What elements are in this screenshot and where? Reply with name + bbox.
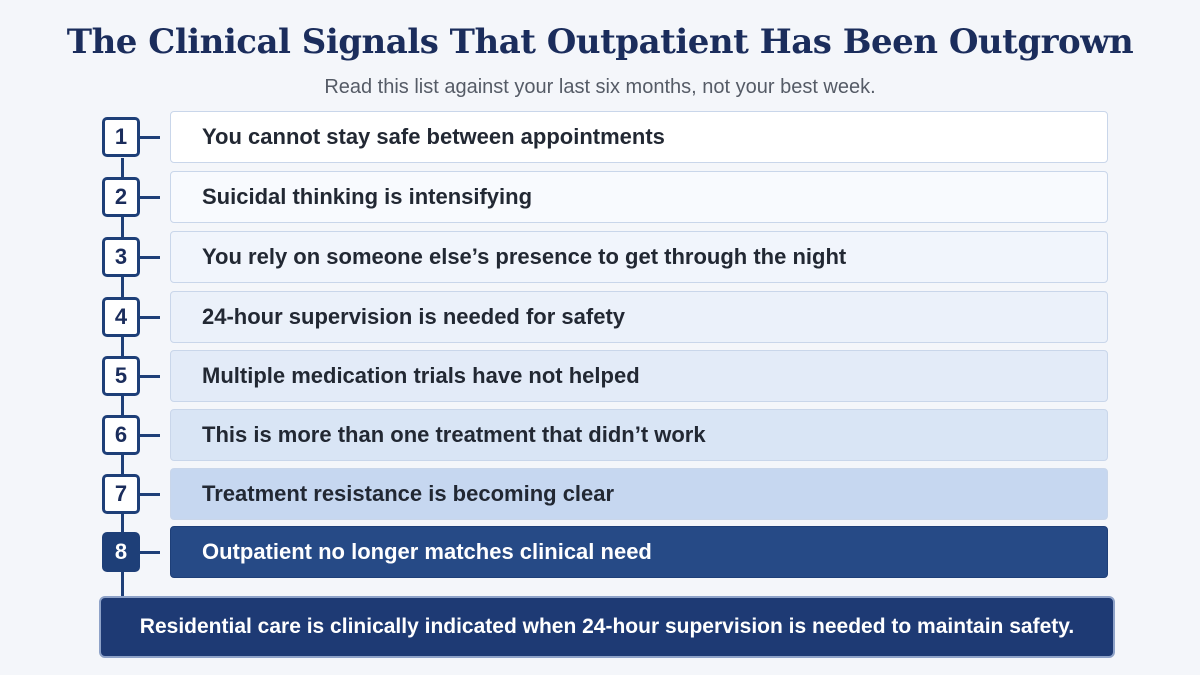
signal-item: 7 Treatment resistance is becoming clear — [0, 468, 1200, 520]
signal-text: Outpatient no longer matches clinical ne… — [202, 539, 652, 564]
signal-item: 2 Suicidal thinking is intensifying — [0, 171, 1200, 223]
signal-text: 24-hour supervision is needed for safety — [202, 304, 626, 329]
signal-number: 5 — [102, 356, 140, 396]
summary-text: Residential care is clinically indicated… — [139, 615, 1075, 638]
signal-card: Outpatient no longer matches clinical ne… — [170, 526, 1108, 578]
signal-connector — [140, 196, 160, 199]
signal-item: 8 Outpatient no longer matches clinical n… — [0, 526, 1200, 578]
signal-connector — [140, 316, 160, 319]
signal-card: You cannot stay safe between appointment… — [170, 111, 1108, 163]
signal-number: 2 — [102, 177, 140, 217]
signal-text: You cannot stay safe between appointment… — [202, 124, 665, 149]
signal-connector — [140, 434, 160, 437]
signal-item: 4 24-hour supervision is needed for safet… — [0, 291, 1200, 343]
signal-item: 3 You rely on someone else’s presence to … — [0, 231, 1200, 283]
signal-card: This is more than one treatment that did… — [170, 409, 1108, 461]
signal-connector — [140, 375, 160, 378]
signal-item: 6 This is more than one treatment that di… — [0, 409, 1200, 461]
page-title: The Clinical Signals That Outpatient Has… — [66, 22, 1134, 62]
signal-number: 8 — [102, 532, 140, 572]
signal-text: This is more than one treatment that did… — [202, 422, 706, 447]
signal-connector — [140, 136, 160, 139]
signal-card: Multiple medication trials have not help… — [170, 350, 1108, 402]
signal-item: 1 You cannot stay safe between appointmen… — [0, 111, 1200, 163]
signal-card: Treatment resistance is becoming clear — [170, 468, 1108, 520]
signal-text: Treatment resistance is becoming clear — [202, 481, 615, 506]
signal-card: You rely on someone else’s presence to g… — [170, 231, 1108, 283]
summary-box: Residential care is clinically indicated… — [99, 596, 1115, 658]
signal-card: 24-hour supervision is needed for safety — [170, 291, 1108, 343]
signal-text: You rely on someone else’s presence to g… — [202, 244, 847, 269]
signal-connector — [140, 551, 160, 554]
signal-text: Suicidal thinking is intensifying — [202, 184, 533, 209]
signal-connector — [140, 493, 160, 496]
signal-number: 3 — [102, 237, 140, 277]
signal-connector — [140, 256, 160, 259]
signal-number: 1 — [102, 117, 140, 157]
signal-number: 7 — [102, 474, 140, 514]
page-subtitle: Read this list against your last six mon… — [324, 76, 876, 98]
signal-item: 5 Multiple medication trials have not hel… — [0, 350, 1200, 402]
signal-card: Suicidal thinking is intensifying — [170, 171, 1108, 223]
signal-text: Multiple medication trials have not help… — [202, 363, 640, 388]
signal-number: 6 — [102, 415, 140, 455]
signal-number: 4 — [102, 297, 140, 337]
